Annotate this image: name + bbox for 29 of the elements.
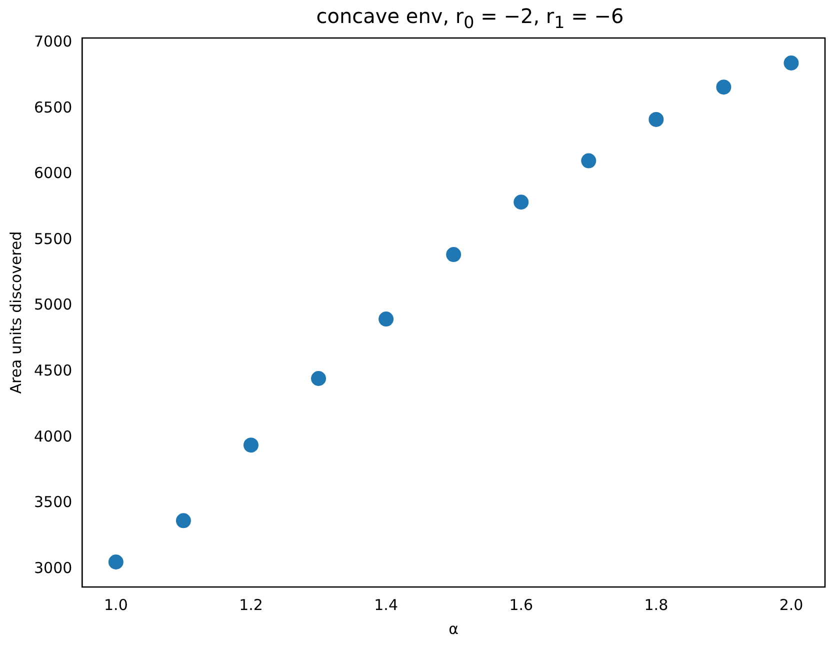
point [648, 112, 664, 127]
x-tick-label: 1.0 [104, 596, 128, 614]
point [716, 80, 732, 95]
point [108, 554, 124, 570]
point [446, 247, 462, 262]
y-tick-label: 7000 [34, 32, 72, 50]
y-tick-label: 4500 [34, 362, 72, 380]
x-tick-label: 1.8 [644, 596, 668, 614]
y-tick-label: 6500 [34, 98, 72, 116]
point [581, 153, 596, 168]
chart-title: concave env, r$_{0}$ = −2, r$_{1}$ = −6 [315, 4, 625, 32]
point [311, 371, 326, 386]
y-tick-label: 5000 [34, 296, 72, 314]
point [244, 438, 258, 453]
point [176, 513, 191, 528]
point [784, 56, 799, 71]
x-tick-label: 1.4 [374, 596, 398, 614]
y-tick-label: 4000 [34, 427, 72, 446]
y-tick-label: 5500 [34, 230, 72, 248]
x-tick-label: 1.2 [239, 596, 263, 614]
y-axis-title: Area units discovered [6, 231, 25, 394]
y-tick-label: 6000 [34, 164, 72, 182]
y-tick-label: 3000 [34, 558, 72, 577]
x-axis-title: α [448, 620, 459, 638]
point [514, 194, 529, 210]
point [378, 312, 394, 327]
x-tick-label: 2.0 [779, 596, 804, 614]
y-tick-label: 3500 [34, 493, 72, 512]
x-tick-label: 1.6 [509, 596, 534, 614]
